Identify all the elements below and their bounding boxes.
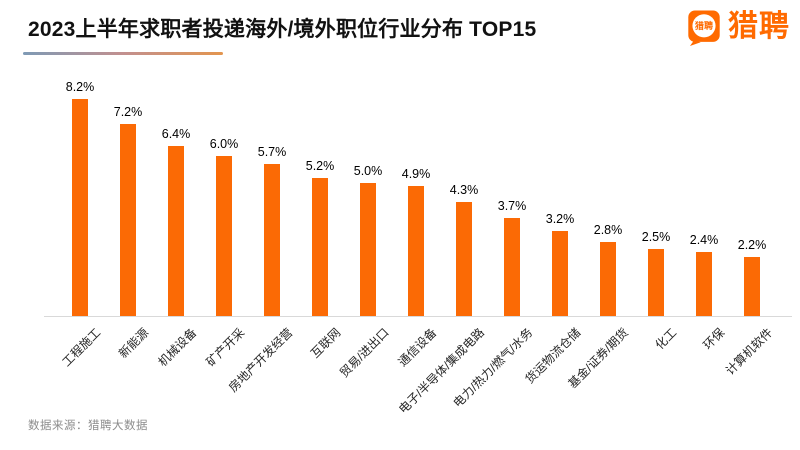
bar: [120, 124, 136, 316]
bar: [216, 156, 232, 316]
bar-column: 7.2% 新能源: [104, 80, 152, 361]
liepin-wordmark: 猎聘: [728, 10, 790, 43]
bar-column: 4.3% 电子/半导体/集成电路: [396, 80, 488, 416]
bar-value-label: 6.4%: [161, 127, 191, 141]
bar-value-label: 3.7%: [497, 199, 527, 213]
page-title: 2023上半年求职者投递海外/境外职位行业分布 TOP15: [28, 18, 537, 41]
bar-column: 2.5% 化工: [632, 80, 680, 352]
bar: [312, 178, 328, 316]
category-label: 矿产开采: [203, 325, 248, 370]
bar-column: 4.9% 通信设备: [392, 80, 440, 369]
bar: [744, 257, 760, 316]
bar-value-label: 4.9%: [401, 167, 431, 181]
category-label: 电子/半导体/集成电路: [396, 325, 488, 417]
bar: [72, 99, 88, 316]
bar-column: 2.4% 环保: [680, 80, 728, 352]
bar: [360, 183, 376, 316]
bar-value-label: 6.0%: [209, 137, 239, 151]
bar-column: 6.4% 机械设备: [152, 80, 200, 369]
x-axis-line: [44, 316, 792, 317]
category-label: 化工: [652, 325, 680, 353]
bar-column: 5.2% 互联网: [296, 80, 344, 361]
category-label: 通信设备: [395, 325, 440, 370]
bar-column: 5.7% 房地产开发经营: [226, 80, 296, 395]
bar-value-label: 8.2%: [65, 80, 95, 94]
bar-column: 3.7% 电力/热力/燃气/水务: [450, 80, 536, 410]
bar-column: 3.2% 货运物流仓储: [522, 80, 584, 386]
bar-column: 8.2% 工程施工: [56, 80, 104, 369]
category-label: 互联网: [307, 325, 344, 361]
liepin-logo: 猎聘 猎聘: [685, 8, 790, 46]
category-label: 新能源: [115, 325, 152, 361]
bar-value-label: 7.2%: [113, 105, 143, 119]
bar: [408, 186, 424, 316]
bar: [600, 242, 616, 316]
category-label: 机械设备: [155, 325, 200, 370]
data-source-note: 数据来源：猎聘大数据: [28, 420, 148, 432]
bar-column: 6.0% 矿产开采: [200, 80, 248, 369]
bar: [552, 231, 568, 316]
bar: [264, 164, 280, 316]
bar: [504, 218, 520, 316]
bar-value-label: 3.2%: [545, 212, 575, 226]
category-label: 工程施工: [59, 325, 104, 370]
bar-value-label: 2.2%: [737, 238, 767, 252]
bar-value-label: 5.0%: [353, 164, 383, 178]
category-label: 计算机软件: [722, 325, 776, 378]
bar-value-label: 2.8%: [593, 223, 623, 237]
category-label: 贸易/进出口: [336, 325, 392, 381]
bar-chart: 8.2% 工程施工 7.2% 新能源 6.4% 机械设备 6.0% 矿产开采 5…: [56, 80, 776, 416]
bar-column: 5.0% 贸易/进出口: [337, 80, 392, 380]
bar: [456, 202, 472, 316]
bar: [168, 146, 184, 316]
category-label: 环保: [700, 325, 728, 353]
bar-column: 2.2% 计算机软件: [723, 80, 776, 378]
bar-value-label: 2.5%: [641, 230, 671, 244]
logo-icon-text: 猎聘: [695, 20, 713, 31]
title-underline-gradient: [23, 52, 223, 55]
bar-column: 2.8% 基金/证券/期货: [566, 80, 632, 391]
bar-value-label: 5.7%: [257, 145, 287, 159]
bar: [648, 249, 664, 316]
bar-value-label: 5.2%: [305, 159, 335, 173]
bar-value-label: 2.4%: [689, 233, 719, 247]
liepin-bubble-icon: 猎聘: [688, 10, 720, 46]
bar: [696, 252, 712, 316]
bar-value-label: 4.3%: [449, 183, 479, 197]
